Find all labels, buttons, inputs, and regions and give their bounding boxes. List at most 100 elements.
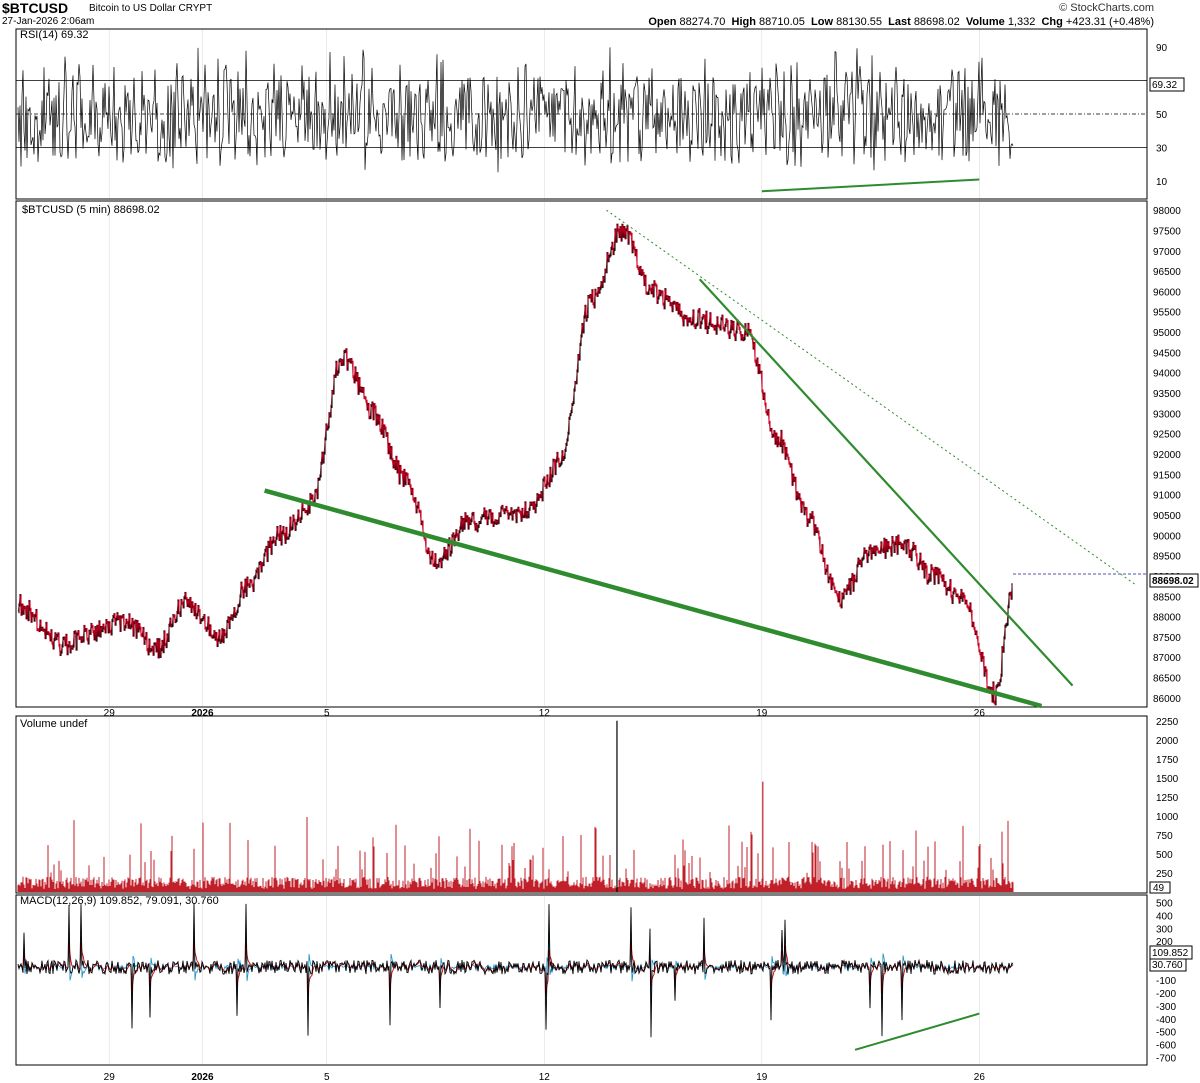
price-tick-label: 87000	[1153, 653, 1181, 664]
x-tick-label-price: 29	[104, 708, 116, 719]
rsi-line	[17, 47, 1014, 173]
symbol: $BTCUSD	[2, 0, 69, 16]
x-tick-label-price: 12	[539, 708, 551, 719]
price-tick-label: 93000	[1153, 409, 1181, 420]
rsi-last-badge	[1149, 77, 1185, 92]
low-label: Low	[811, 16, 834, 28]
rsi-label: RSI(14) 69.32	[20, 29, 88, 41]
price-tick-label: 98000	[1153, 206, 1181, 217]
x-tick-label-bottom: 26	[974, 1072, 986, 1083]
macd-tick-label: 200	[1156, 937, 1173, 948]
macd-tick-label: -400	[1156, 1015, 1176, 1026]
price-last-badge-text: 88698.02	[1152, 576, 1194, 587]
rsi-last-badge-text: 69.32	[1152, 80, 1177, 91]
macd-tick-label: -500	[1156, 1028, 1176, 1039]
symbol-name: Bitcoin to US Dollar	[89, 3, 176, 14]
macd-badge-2-text: 30.760	[1152, 960, 1183, 971]
price-tick-label: 95000	[1153, 328, 1181, 339]
volume-value: 1,332	[1007, 16, 1036, 28]
brand-logo[interactable]: © StockCharts.com	[1059, 2, 1154, 14]
price-tick-label: 91000	[1153, 491, 1181, 502]
volume-tick-label: 2000	[1156, 736, 1179, 747]
price-tick-label: 97500	[1153, 226, 1181, 237]
rsi-tick-label: 90	[1156, 43, 1168, 54]
price-tick-label: 91500	[1153, 470, 1181, 481]
x-tick-label-price: 26	[974, 708, 986, 719]
open-value: 88274.70	[679, 16, 726, 28]
price-bars	[18, 223, 1013, 706]
chg-label: Chg	[1041, 16, 1063, 28]
symbol-description: Bitcoin to US Dollar CRYPT	[89, 3, 212, 14]
macd-line	[17, 902, 1014, 1038]
macd-tick-label: 400	[1156, 911, 1173, 922]
support-trendline[interactable]	[264, 488, 1043, 709]
price-tick-label: 96000	[1153, 287, 1181, 298]
macd-tick-label: -600	[1156, 1041, 1176, 1052]
x-tick-label-price: 5	[324, 708, 330, 719]
volume-label: Volume undef	[20, 718, 88, 730]
volume-panel-frame	[15, 715, 1148, 894]
macd-tick-label: -700	[1156, 1054, 1176, 1065]
macd-tick-label: -200	[1156, 989, 1176, 1000]
price-tick-label: 93500	[1153, 389, 1181, 400]
rsi-trendline[interactable]	[761, 178, 980, 193]
exchange: CRYPT	[178, 3, 213, 14]
last-value: 88698.02	[913, 16, 960, 28]
volume-bars	[17, 817, 1014, 892]
volume-tick-label: 750	[1156, 831, 1173, 842]
open-label: Open	[648, 16, 677, 28]
price-tick-label: 87500	[1153, 633, 1181, 644]
price-tick-label: 97000	[1153, 247, 1181, 258]
price-tick-label: 92000	[1153, 450, 1181, 461]
price-tick-label: 92500	[1153, 430, 1181, 441]
macd-badge-1-text: 109.852	[1152, 948, 1189, 959]
volume-label: Volume	[965, 16, 1005, 28]
high-label: High	[731, 16, 756, 28]
chart-header: $BTCUSD Bitcoin to US Dollar CRYPT 27-Ja…	[0, 0, 1200, 28]
volume-last-badge-text: 49	[1153, 883, 1165, 894]
price-tick-label: 96500	[1153, 267, 1181, 278]
volume-tick-label: 1750	[1156, 755, 1179, 766]
rsi-panel: 10 30 50 90	[16, 43, 1168, 193]
price-tick-label: 95500	[1153, 308, 1181, 319]
x-tick-label-price: 19	[756, 708, 768, 719]
resistance-trendline[interactable]	[698, 278, 1074, 687]
volume-tick-label: 500	[1156, 850, 1173, 861]
price-label: $BTCUSD (5 min) 88698.02	[22, 204, 160, 216]
price-tick-label: 88000	[1153, 613, 1181, 624]
price-tick-label: 86500	[1153, 674, 1181, 685]
macd-tick-label: 300	[1156, 924, 1173, 935]
volume-tick-label: 250	[1156, 869, 1173, 880]
macd-label: MACD(12,26,9) 109.852, 79.091, 30.760	[20, 895, 219, 907]
volume-tick-label: 1500	[1156, 774, 1179, 785]
x-tick-label-bottom: 19	[756, 1072, 768, 1083]
x-tick-label-price: 2026	[191, 708, 214, 719]
chg-value: +423.31 (+0.48%)	[1065, 16, 1154, 28]
macd-tick-label: 500	[1156, 898, 1173, 909]
low-value: 88130.55	[836, 16, 882, 28]
price-tick-label: 86000	[1153, 694, 1181, 705]
volume-tick-label: 2250	[1156, 717, 1179, 728]
dotted-trendline[interactable]	[606, 209, 1136, 585]
rsi-tick-label: 50	[1156, 110, 1168, 121]
macd-histogram-line	[17, 930, 1014, 1009]
price-panel-frame	[15, 200, 1148, 708]
price-tick-label: 94500	[1153, 348, 1181, 359]
price-tick-label: 89500	[1153, 552, 1181, 563]
x-tick-label-bottom: 29	[104, 1072, 116, 1083]
volume-tick-label: 1000	[1156, 812, 1179, 823]
x-tick-label-bottom: 2026	[191, 1072, 214, 1083]
price-panel: 8600086500870008750088000885008900089500…	[17, 206, 1181, 709]
price-last-badge	[1149, 573, 1199, 588]
last-label: Last	[888, 16, 911, 28]
rsi-tick-label: 10	[1156, 177, 1168, 188]
volume-panel: 250 500 750 1000 1250 1500 1750 2000 2250	[17, 717, 1179, 892]
x-tick-label-bottom: 5	[324, 1072, 330, 1083]
price-tick-label: 88500	[1153, 592, 1181, 603]
macd-panel-frame	[15, 894, 1148, 1066]
macd-trendline[interactable]	[854, 1012, 980, 1051]
volume-last-badge	[1149, 881, 1171, 894]
high-value: 88710.05	[759, 16, 805, 28]
rsi-tick-label: 30	[1156, 144, 1168, 155]
